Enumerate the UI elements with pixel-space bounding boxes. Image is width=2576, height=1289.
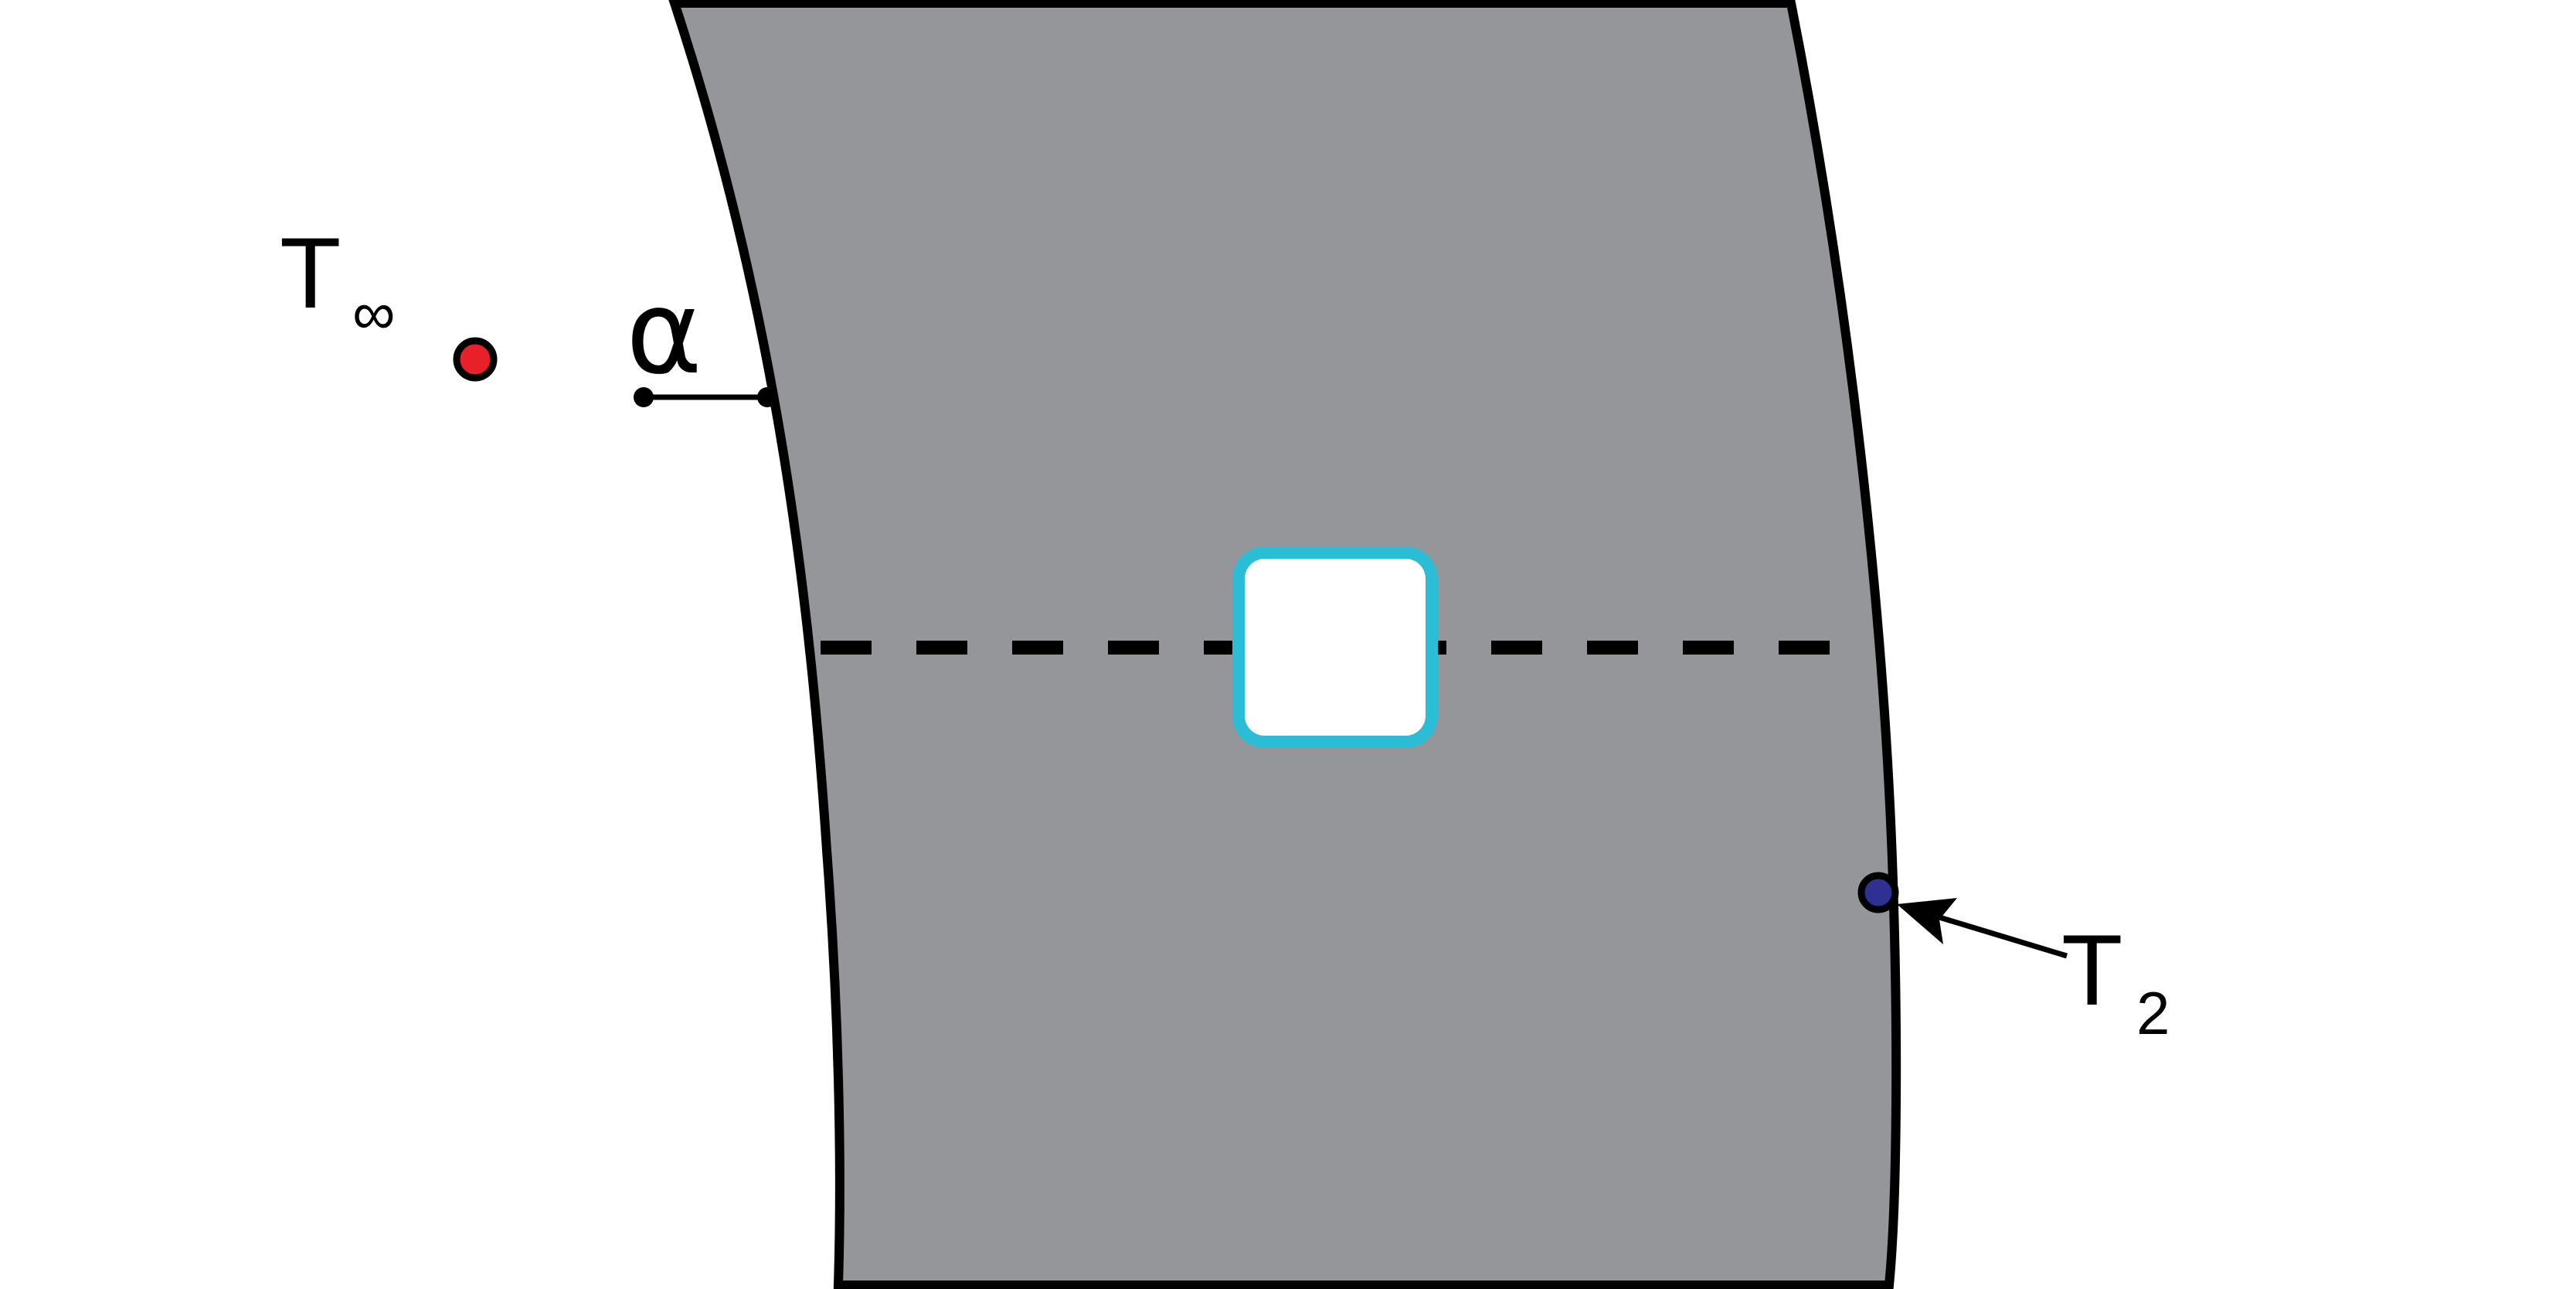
t2-label: T xyxy=(2061,913,2122,1026)
control-volume xyxy=(1232,546,1438,748)
navy-dot-icon xyxy=(1857,872,1899,913)
arrow-icon xyxy=(1938,914,2068,959)
t-inf-label: T xyxy=(280,216,341,329)
red-dot-icon xyxy=(453,337,498,382)
alpha-label: α xyxy=(626,266,702,400)
t2-subscript: 2 xyxy=(2136,979,2170,1047)
t-inf-subscript: ∞ xyxy=(352,279,396,347)
arrowhead-icon xyxy=(1897,898,1957,944)
alpha-leader-end-dot xyxy=(757,387,777,407)
alpha-leader-start-dot xyxy=(634,387,654,407)
